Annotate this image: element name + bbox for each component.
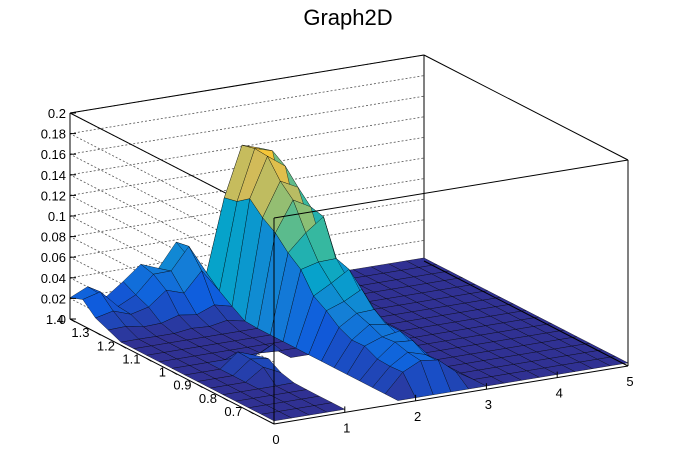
y-tick — [146, 357, 152, 362]
z-tick-label: 0.02 — [41, 291, 66, 306]
z-tick-label: 0.1 — [48, 209, 66, 224]
y-tick-label: 1.2 — [97, 338, 115, 353]
z-tick-label: 0.14 — [41, 168, 66, 183]
x-tick-label: 0 — [272, 432, 279, 447]
surface-mesh — [69, 144, 629, 422]
y-tick-label: 1.1 — [122, 351, 140, 366]
surface-cell — [597, 356, 629, 366]
z-tick-label: 0.16 — [41, 147, 66, 162]
y-tick — [95, 331, 101, 336]
chart-title: Graph2D — [303, 5, 392, 30]
z-tick-label: 0.18 — [41, 127, 66, 142]
y-tick — [120, 344, 127, 349]
y-tick — [248, 410, 254, 415]
z-tick-label: 0.08 — [41, 230, 66, 245]
y-tick-label: 1.3 — [71, 325, 89, 340]
box-edge — [423, 54, 629, 161]
y-tick-label: 1 — [159, 365, 166, 380]
x-tick-label: 2 — [414, 409, 421, 424]
y-tick — [222, 397, 229, 402]
x-tick-label: 1 — [343, 420, 350, 435]
z-axis: 0 0.02 0.04 0.06 0.08 0.1 0.12 0.14 0.16 0.18 0.2 — [41, 106, 76, 327]
y-axis: 0.7 0.8 0.9 1 1.1 1.2 1.3 1.4 — [46, 312, 254, 419]
x-tick-label: 4 — [556, 386, 563, 401]
box-edge — [423, 260, 629, 367]
y-tick-label: 0.7 — [224, 404, 242, 419]
x-tick-label: 5 — [626, 374, 633, 389]
y-tick-label: 1.4 — [46, 312, 64, 327]
z-tick-label: 0.04 — [41, 271, 66, 286]
y-tick — [171, 371, 178, 375]
y-tick-label: 0.8 — [199, 391, 217, 406]
z-tick-label: 0.06 — [41, 250, 66, 265]
front-box-edges — [273, 54, 629, 425]
y-tick — [69, 318, 76, 323]
box-edge — [69, 54, 425, 114]
y-tick — [197, 384, 203, 389]
z-tick-label: 0 — [59, 312, 66, 327]
y-tick-label: 0.9 — [173, 378, 191, 393]
z-tick-label: 0.12 — [41, 188, 66, 203]
box-edge — [273, 159, 629, 219]
box-edge — [273, 365, 629, 425]
x-axis: 0 1 2 3 4 5 — [272, 360, 634, 447]
surface-cell — [314, 402, 345, 413]
x-tick-label: 3 — [485, 397, 492, 412]
z-tick-label: 0.2 — [48, 106, 66, 121]
